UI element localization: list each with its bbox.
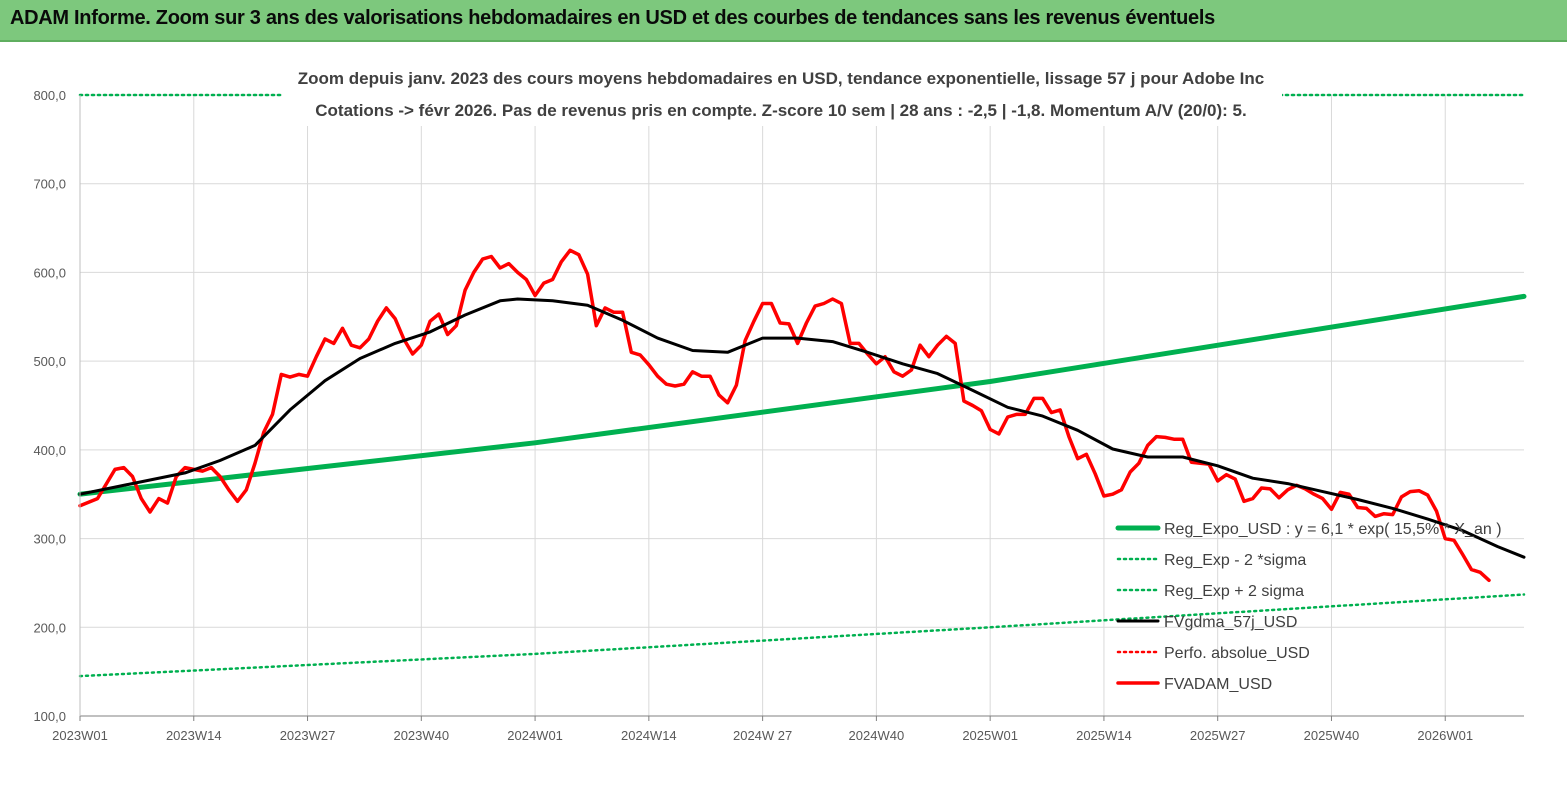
series-line-3 bbox=[78, 297, 1526, 559]
x-tick-label: 2023W27 bbox=[280, 728, 336, 743]
y-tick-label: 300,0 bbox=[33, 532, 66, 547]
axes: 100,0 200,0 300,0 400,0 500,0 600,0 700,0 800,0… bbox=[33, 88, 1524, 743]
legend: Reg_Expo_USD : y = 6,1 * exp( 15,5% * X_… bbox=[1115, 521, 1502, 693]
y-tick-label: 500,0 bbox=[33, 354, 66, 369]
x-tick-label: 2023W14 bbox=[166, 728, 222, 743]
legend-label: Reg_Exp + 2 sigma bbox=[1164, 583, 1304, 600]
line-chart: 100,0 200,0 300,0 400,0 500,0 600,0 700,0 800,0… bbox=[0, 42, 1567, 792]
x-tick-label: 2024W40 bbox=[849, 728, 905, 743]
x-tick-label: 2025W27 bbox=[1190, 728, 1246, 743]
series-line-5 bbox=[78, 248, 1491, 583]
page-title: ADAM Informe. Zoom sur 3 ans des valoris… bbox=[10, 7, 1215, 29]
y-tick-label: 800,0 bbox=[33, 88, 66, 103]
legend-label: Reg_Expo_USD : y = 6,1 * exp( 15,5% * X_… bbox=[1164, 521, 1502, 538]
x-tick-label: 2024W 27 bbox=[733, 728, 792, 743]
chart-titles: Zoom depuis janv. 2023 des cours moyens … bbox=[282, 62, 1282, 126]
x-tick-label: 2023W01 bbox=[52, 728, 108, 743]
legend-label: FVgdma_57j_USD bbox=[1164, 614, 1297, 631]
y-tick-label: 600,0 bbox=[33, 265, 66, 280]
x-tick-label: 2025W40 bbox=[1304, 728, 1360, 743]
x-tick-label: 2025W14 bbox=[1076, 728, 1132, 743]
y-tick-label: 400,0 bbox=[33, 443, 66, 458]
legend-label: FVADAM_USD bbox=[1164, 676, 1272, 693]
header-bar: ADAM Informe. Zoom sur 3 ans des valoris… bbox=[0, 0, 1567, 42]
x-tick-label: 2026W01 bbox=[1417, 728, 1473, 743]
chart-subtitle: Cotations -> févr 2026. Pas de revenus p… bbox=[315, 101, 1246, 120]
series-line-0 bbox=[77, 293, 1527, 497]
x-tick-label: 2024W01 bbox=[507, 728, 563, 743]
grid bbox=[80, 94, 1524, 716]
y-tick-label: 700,0 bbox=[33, 177, 66, 192]
x-tick-label: 2023W40 bbox=[393, 728, 449, 743]
x-tick-label: 2024W14 bbox=[621, 728, 677, 743]
y-tick-label: 200,0 bbox=[33, 620, 66, 635]
chart-title: Zoom depuis janv. 2023 des cours moyens … bbox=[298, 69, 1264, 88]
legend-label: Reg_Exp - 2 *sigma bbox=[1164, 552, 1306, 569]
series-line-1 bbox=[78, 593, 1526, 678]
y-tick-label: 100,0 bbox=[33, 709, 66, 724]
title-backdrop bbox=[282, 62, 1282, 126]
legend-label: Perfo. absolue_USD bbox=[1164, 645, 1310, 662]
x-tick-label: 2025W01 bbox=[962, 728, 1018, 743]
